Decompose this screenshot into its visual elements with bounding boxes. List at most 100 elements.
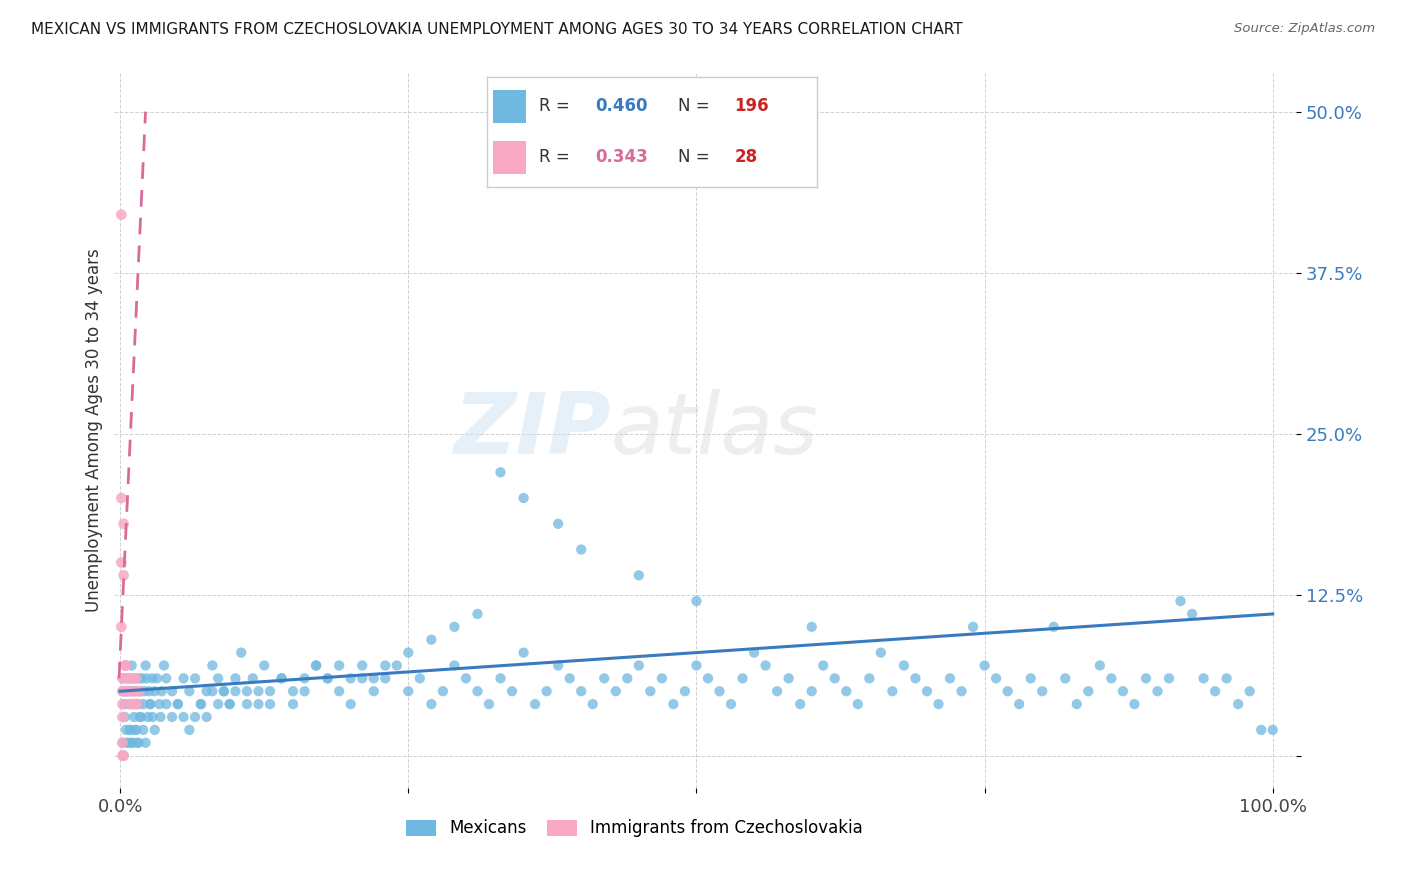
Point bbox=[207, 697, 229, 711]
Point bbox=[489, 671, 512, 685]
Point bbox=[112, 748, 135, 763]
Point bbox=[110, 556, 132, 570]
Point bbox=[139, 697, 162, 711]
Point bbox=[420, 697, 443, 711]
Point bbox=[409, 671, 432, 685]
Point bbox=[858, 671, 880, 685]
Point bbox=[110, 620, 132, 634]
Point bbox=[184, 671, 207, 685]
Point bbox=[132, 723, 155, 737]
Point bbox=[443, 658, 465, 673]
Point bbox=[709, 684, 731, 698]
Point bbox=[118, 697, 141, 711]
Point bbox=[1204, 684, 1226, 698]
Point bbox=[124, 723, 146, 737]
Point bbox=[166, 697, 188, 711]
Point bbox=[627, 568, 650, 582]
Point bbox=[443, 620, 465, 634]
Point bbox=[755, 658, 778, 673]
Point bbox=[1112, 684, 1135, 698]
Point bbox=[111, 748, 134, 763]
Point bbox=[582, 697, 605, 711]
Point bbox=[207, 671, 229, 685]
Point bbox=[149, 710, 172, 724]
Point bbox=[114, 697, 136, 711]
Point bbox=[115, 684, 138, 698]
Point bbox=[1146, 684, 1168, 698]
Point bbox=[569, 542, 592, 557]
Point bbox=[115, 671, 138, 685]
Point bbox=[927, 697, 949, 711]
Point bbox=[420, 632, 443, 647]
Point bbox=[569, 684, 592, 698]
Point bbox=[212, 684, 235, 698]
Point bbox=[160, 710, 183, 724]
Point bbox=[720, 697, 742, 711]
Point bbox=[132, 697, 155, 711]
Point bbox=[374, 671, 396, 685]
Point bbox=[281, 697, 304, 711]
Point bbox=[824, 671, 846, 685]
Point bbox=[236, 684, 259, 698]
Point bbox=[339, 697, 361, 711]
Point bbox=[127, 736, 149, 750]
Point bbox=[201, 658, 224, 673]
Point bbox=[128, 710, 150, 724]
Point bbox=[141, 710, 163, 724]
Point bbox=[120, 723, 142, 737]
Point bbox=[789, 697, 811, 711]
Point bbox=[212, 684, 235, 698]
Point bbox=[173, 710, 195, 724]
Point bbox=[195, 684, 218, 698]
Point bbox=[524, 697, 547, 711]
Point bbox=[111, 671, 134, 685]
Point bbox=[112, 671, 135, 685]
Point bbox=[396, 684, 419, 698]
Point bbox=[882, 684, 904, 698]
Point bbox=[218, 697, 240, 711]
Point bbox=[605, 684, 627, 698]
Point bbox=[134, 684, 156, 698]
Point bbox=[651, 671, 673, 685]
Point bbox=[184, 710, 207, 724]
Point bbox=[352, 658, 374, 673]
Point bbox=[800, 684, 823, 698]
Point bbox=[616, 671, 638, 685]
Text: Source: ZipAtlas.com: Source: ZipAtlas.com bbox=[1234, 22, 1375, 36]
Point bbox=[640, 684, 662, 698]
Point bbox=[305, 658, 328, 673]
Point bbox=[117, 684, 139, 698]
Point bbox=[135, 671, 157, 685]
Point bbox=[155, 671, 177, 685]
Point bbox=[122, 684, 145, 698]
Point bbox=[973, 658, 995, 673]
Point bbox=[247, 697, 270, 711]
Point bbox=[835, 684, 858, 698]
Y-axis label: Unemployment Among Ages 30 to 34 years: Unemployment Among Ages 30 to 34 years bbox=[86, 249, 103, 612]
Point bbox=[224, 671, 246, 685]
Point bbox=[128, 671, 150, 685]
Point bbox=[128, 697, 150, 711]
Point bbox=[111, 684, 134, 698]
Point bbox=[143, 723, 166, 737]
Point bbox=[114, 710, 136, 724]
Point bbox=[1261, 723, 1284, 737]
Point bbox=[121, 658, 143, 673]
Point bbox=[114, 658, 136, 673]
Point bbox=[339, 671, 361, 685]
Point bbox=[115, 723, 138, 737]
Point bbox=[1135, 671, 1157, 685]
Point bbox=[547, 658, 569, 673]
Point bbox=[236, 697, 259, 711]
Point bbox=[363, 684, 385, 698]
Point bbox=[121, 736, 143, 750]
Point bbox=[870, 646, 893, 660]
Text: atlas: atlas bbox=[610, 389, 818, 472]
Point bbox=[153, 658, 176, 673]
Point bbox=[363, 671, 385, 685]
Point bbox=[1031, 684, 1053, 698]
Point bbox=[547, 516, 569, 531]
Point bbox=[1123, 697, 1146, 711]
Point bbox=[242, 671, 264, 685]
Point bbox=[146, 671, 169, 685]
